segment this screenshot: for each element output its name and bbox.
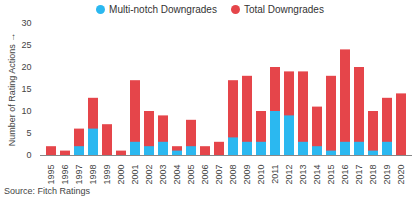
svg-text:2000: 2000 bbox=[116, 165, 126, 185]
svg-text:1995: 1995 bbox=[46, 165, 56, 185]
svg-text:10: 10 bbox=[21, 106, 31, 116]
svg-text:2005: 2005 bbox=[186, 165, 196, 185]
svg-text:2012: 2012 bbox=[284, 165, 294, 185]
svg-text:15: 15 bbox=[21, 84, 31, 94]
svg-text:30: 30 bbox=[21, 18, 31, 28]
svg-text:1998: 1998 bbox=[88, 165, 98, 185]
svg-text:2020: 2020 bbox=[396, 165, 406, 185]
svg-text:2013: 2013 bbox=[298, 165, 308, 185]
svg-text:2015: 2015 bbox=[326, 165, 336, 185]
svg-text:5: 5 bbox=[26, 128, 31, 138]
svg-text:2007: 2007 bbox=[214, 165, 224, 185]
svg-text:1997: 1997 bbox=[74, 165, 84, 185]
svg-text:20: 20 bbox=[21, 62, 31, 72]
svg-text:2010: 2010 bbox=[256, 165, 266, 185]
html-text:Source: Fitch Ratings: Source: Fitch Ratings bbox=[4, 186, 90, 196]
svg-text:2004: 2004 bbox=[172, 165, 182, 185]
svg-text:2011: 2011 bbox=[270, 165, 280, 184]
html-text:Total Downgrades: Total Downgrades bbox=[243, 4, 324, 15]
svg-text:25: 25 bbox=[21, 40, 31, 50]
svg-text:2002: 2002 bbox=[144, 165, 154, 185]
svg-text:2016: 2016 bbox=[340, 165, 350, 185]
svg-text:1999: 1999 bbox=[102, 165, 112, 185]
svg-text:Number of Rating Actions →: Number of Rating Actions → bbox=[7, 33, 17, 147]
svg-text:2001: 2001 bbox=[130, 165, 140, 185]
svg-text:1996: 1996 bbox=[60, 165, 70, 185]
svg-text:2006: 2006 bbox=[200, 165, 210, 185]
svg-text:2017: 2017 bbox=[354, 165, 364, 185]
svg-text:2003: 2003 bbox=[158, 165, 168, 185]
html-text:Multi-notch Downgrades: Multi-notch Downgrades bbox=[109, 4, 217, 15]
svg-text:0: 0 bbox=[26, 150, 31, 160]
svg-text:2008: 2008 bbox=[228, 165, 238, 185]
svg-text:2019: 2019 bbox=[382, 165, 392, 185]
svg-text:2018: 2018 bbox=[368, 165, 378, 185]
svg-text:2014: 2014 bbox=[312, 165, 322, 185]
svg-text:2009: 2009 bbox=[242, 165, 252, 185]
